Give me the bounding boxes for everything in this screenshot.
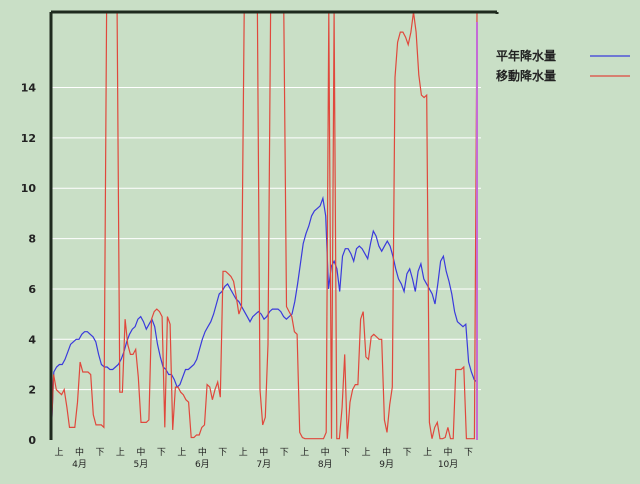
y-tick-6: 6 bbox=[28, 283, 36, 296]
legend-label-1: 移動降水量 bbox=[496, 68, 556, 83]
month-label-1: 5月 bbox=[134, 459, 149, 470]
y-tick-2: 2 bbox=[28, 384, 36, 397]
y-tick-14: 14 bbox=[21, 82, 37, 95]
x-tick-2: 下 bbox=[95, 448, 104, 458]
y-tick-12: 12 bbox=[21, 132, 36, 145]
y-tick-4: 4 bbox=[28, 333, 36, 346]
x-tick-5: 下 bbox=[157, 448, 166, 458]
month-label-3: 7月 bbox=[256, 459, 271, 470]
gridlines bbox=[51, 87, 481, 391]
legend-label-0: 平年降水量 bbox=[496, 48, 556, 63]
month-label-4: 8月 bbox=[318, 459, 333, 470]
month-labels: 4月 5月 6月 7月 8月 9月 10月 bbox=[72, 459, 458, 470]
y-tick-0: 0 bbox=[28, 434, 36, 447]
x-tick-17: 下 bbox=[403, 448, 412, 458]
x-tick-3: 上 bbox=[116, 447, 125, 458]
x-tick-1: 中 bbox=[75, 446, 84, 458]
x-tick-6: 上 bbox=[177, 447, 186, 458]
month-label-6: 10月 bbox=[438, 459, 458, 470]
month-label-2: 6月 bbox=[195, 459, 210, 470]
x-tick-labels: 上中下上中下上中下上中下上中下上中下上中下 bbox=[54, 446, 473, 458]
series-group bbox=[50, 11, 478, 441]
x-tick-13: 中 bbox=[321, 446, 330, 458]
month-label-0: 4月 bbox=[72, 459, 87, 470]
x-tick-11: 下 bbox=[280, 448, 289, 458]
plot-frame bbox=[49, 10, 499, 440]
x-tick-9: 上 bbox=[239, 447, 248, 458]
y-tick-10: 10 bbox=[21, 182, 37, 195]
x-tick-7: 中 bbox=[198, 446, 207, 458]
x-tick-14: 下 bbox=[341, 448, 350, 458]
x-tick-18: 上 bbox=[423, 447, 432, 458]
x-tick-8: 下 bbox=[218, 448, 227, 458]
x-tick-20: 下 bbox=[464, 448, 473, 458]
x-tick-10: 中 bbox=[259, 446, 268, 458]
month-label-5: 9月 bbox=[379, 459, 394, 470]
series-line-0 bbox=[50, 195, 478, 441]
y-tick-8: 8 bbox=[28, 233, 36, 246]
series-line-1 bbox=[50, 11, 478, 441]
x-tick-0: 上 bbox=[54, 447, 63, 458]
y-tick-labels: 0 2 4 6 8 10 12 14 bbox=[21, 82, 37, 447]
x-tick-15: 上 bbox=[362, 447, 371, 458]
x-tick-12: 上 bbox=[300, 447, 309, 458]
x-tick-19: 中 bbox=[444, 446, 453, 458]
x-tick-16: 中 bbox=[382, 446, 391, 458]
x-tick-4: 中 bbox=[136, 446, 145, 458]
